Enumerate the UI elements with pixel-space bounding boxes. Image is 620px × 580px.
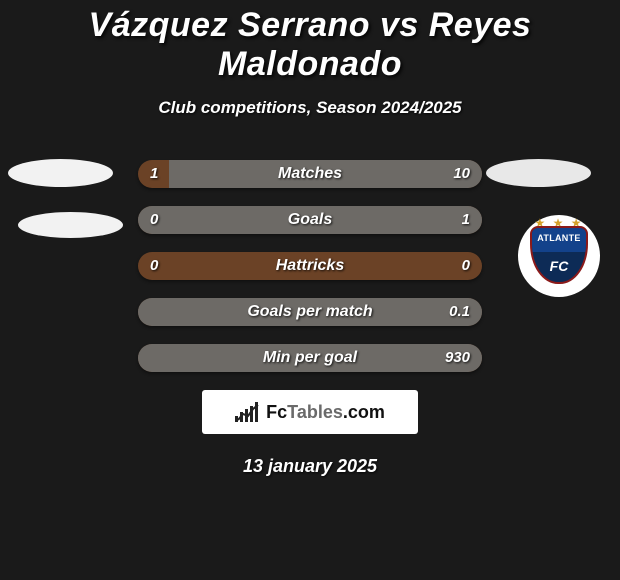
- team-badge-left-1: [8, 159, 113, 187]
- stat-value-right: 1: [462, 206, 470, 234]
- stat-rows: 1Matches100Goals10Hattricks0Goals per ma…: [138, 160, 482, 372]
- shield-sub: FC: [532, 258, 586, 274]
- page-subtitle: Club competitions, Season 2024/2025: [0, 98, 620, 118]
- watermark-text: FcTables.com: [266, 402, 385, 423]
- stat-label: Min per goal: [138, 344, 482, 372]
- stat-row: Goals per match0.1: [138, 298, 482, 326]
- stat-label: Hattricks: [138, 252, 482, 280]
- shield-body: ATLANTE FC: [530, 226, 588, 284]
- stat-row: 1Matches10: [138, 160, 482, 188]
- watermark: FcTables.com: [202, 390, 418, 434]
- date-text: 13 january 2025: [0, 456, 620, 477]
- watermark-line-icon: [236, 402, 260, 422]
- team-badge-right-1: [486, 159, 591, 187]
- stat-value-right: 0: [462, 252, 470, 280]
- watermark-tld: .com: [343, 402, 385, 422]
- stat-value-right: 10: [453, 160, 470, 188]
- stat-label: Goals per match: [138, 298, 482, 326]
- shield-name: ATLANTE: [532, 233, 586, 243]
- club-logo-shield: ★ ★ ★ ATLANTE FC: [530, 226, 588, 286]
- stat-row: Min per goal930: [138, 344, 482, 372]
- stats-area: ★ ★ ★ ATLANTE FC 1Matches100Goals10Hattr…: [0, 160, 620, 372]
- comparison-infographic: Vázquez Serrano vs Reyes Maldonado Club …: [0, 0, 620, 580]
- watermark-suffix: Tables: [287, 402, 343, 422]
- stat-value-right: 0.1: [449, 298, 470, 326]
- stat-label: Matches: [138, 160, 482, 188]
- club-logo-circle: ★ ★ ★ ATLANTE FC: [518, 215, 600, 297]
- watermark-prefix: Fc: [266, 402, 287, 422]
- stat-label: Goals: [138, 206, 482, 234]
- page-title: Vázquez Serrano vs Reyes Maldonado: [0, 0, 620, 84]
- stat-row: 0Goals1: [138, 206, 482, 234]
- stat-value-right: 930: [445, 344, 470, 372]
- stat-row: 0Hattricks0: [138, 252, 482, 280]
- team-badge-left-2: [18, 212, 123, 238]
